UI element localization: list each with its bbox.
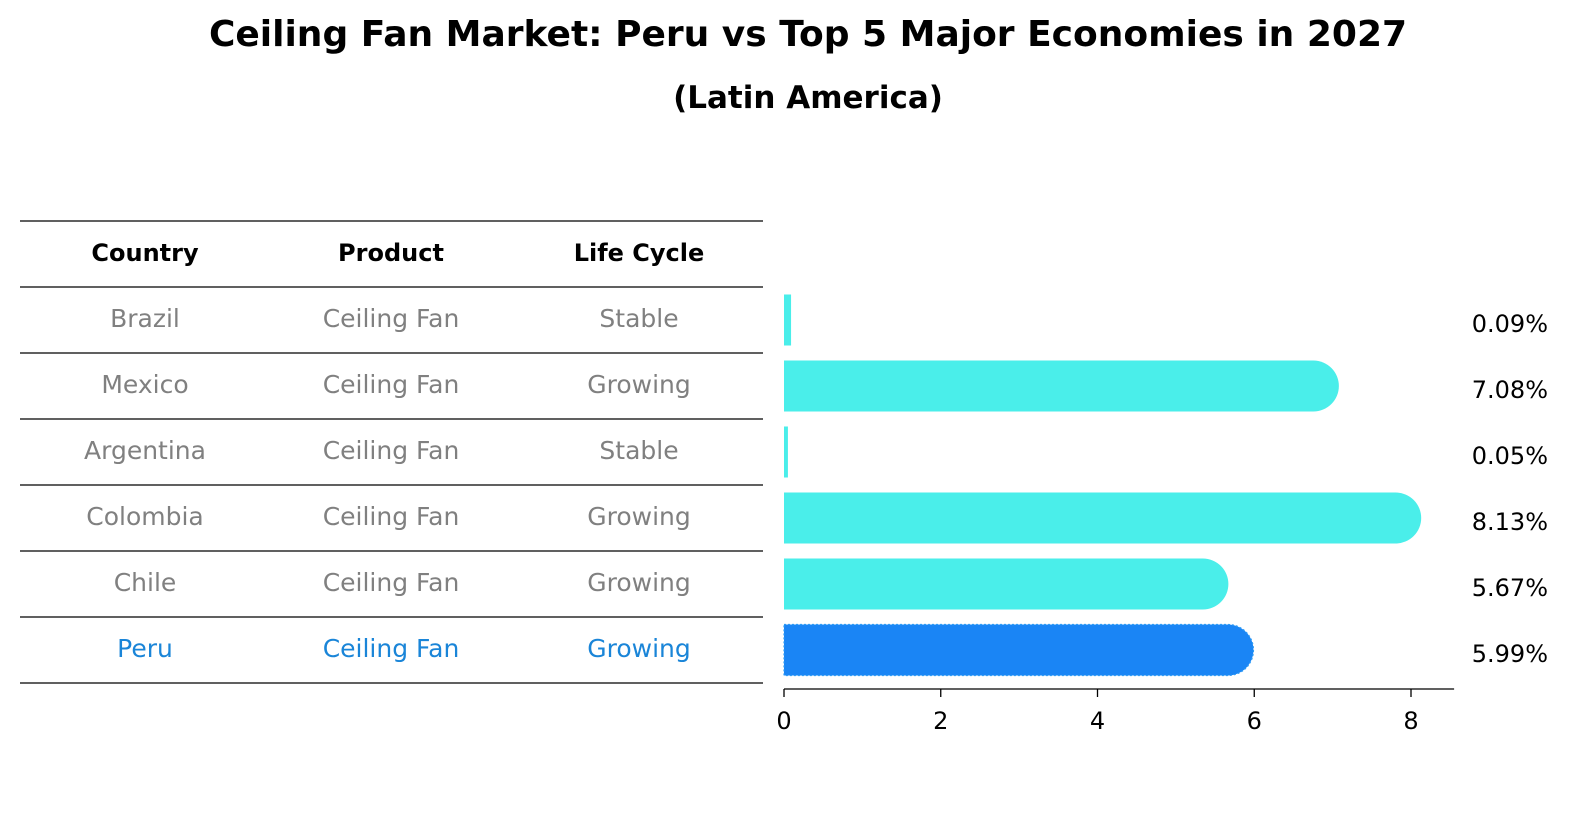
cell-life-cycle: Stable [599, 436, 678, 465]
value-label-argentina: 0.05% [1472, 442, 1548, 470]
bar-peru [783, 623, 1255, 677]
chart-subtitle: (Latin America) [673, 80, 943, 116]
cell-product: Ceiling Fan [323, 304, 460, 333]
cell-country: Peru [117, 634, 173, 663]
bar-colombia [784, 492, 1422, 544]
x-tick-label: 6 [1247, 707, 1262, 735]
bar-brazil [784, 294, 792, 346]
x-tick-label: 2 [933, 707, 948, 735]
cell-country: Mexico [101, 370, 188, 399]
bar-argentina [784, 426, 788, 478]
cell-life-cycle: Growing [587, 370, 691, 399]
cell-life-cycle: Stable [599, 304, 678, 333]
data-table: Country Product Life Cycle Brazil Ceiling Fa… [20, 220, 763, 684]
bar-plot [783, 294, 1422, 677]
cell-country: Chile [114, 568, 177, 597]
cell-product: Ceiling Fan [323, 634, 460, 663]
cell-country: Brazil [110, 304, 180, 333]
cell-product: Ceiling Fan [323, 568, 460, 597]
cell-product: Ceiling Fan [323, 370, 460, 399]
chart-title: Ceiling Fan Market: Peru vs Top 5 Major … [208, 14, 1408, 55]
value-label-mexico: 7.08% [1472, 376, 1548, 404]
cell-product: Ceiling Fan [323, 502, 460, 531]
bar-mexico [784, 360, 1339, 412]
cell-life-cycle: Growing [587, 568, 691, 597]
cell-country: Argentina [84, 436, 206, 465]
value-labels: 0.09% 7.08% 0.05% 8.13% 5.67% 5.99% [1472, 310, 1548, 668]
value-label-brazil: 0.09% [1472, 310, 1548, 338]
header-product: Product [338, 239, 444, 267]
cell-life-cycle: Growing [587, 634, 691, 663]
x-tick-label: 8 [1403, 707, 1418, 735]
x-tick-label: 4 [1090, 707, 1105, 735]
value-label-colombia: 8.13% [1472, 508, 1548, 536]
header-country: Country [91, 239, 199, 267]
cell-country: Colombia [86, 502, 203, 531]
value-label-peru: 5.99% [1472, 640, 1548, 668]
bar-chile [784, 558, 1229, 610]
header-life-cycle: Life Cycle [574, 239, 705, 267]
cell-product: Ceiling Fan [323, 436, 460, 465]
value-label-chile: 5.67% [1472, 574, 1548, 602]
cell-life-cycle: Growing [587, 502, 691, 531]
x-axis: 0 2 4 6 8 [776, 688, 1455, 735]
x-tick-label: 0 [776, 707, 791, 735]
